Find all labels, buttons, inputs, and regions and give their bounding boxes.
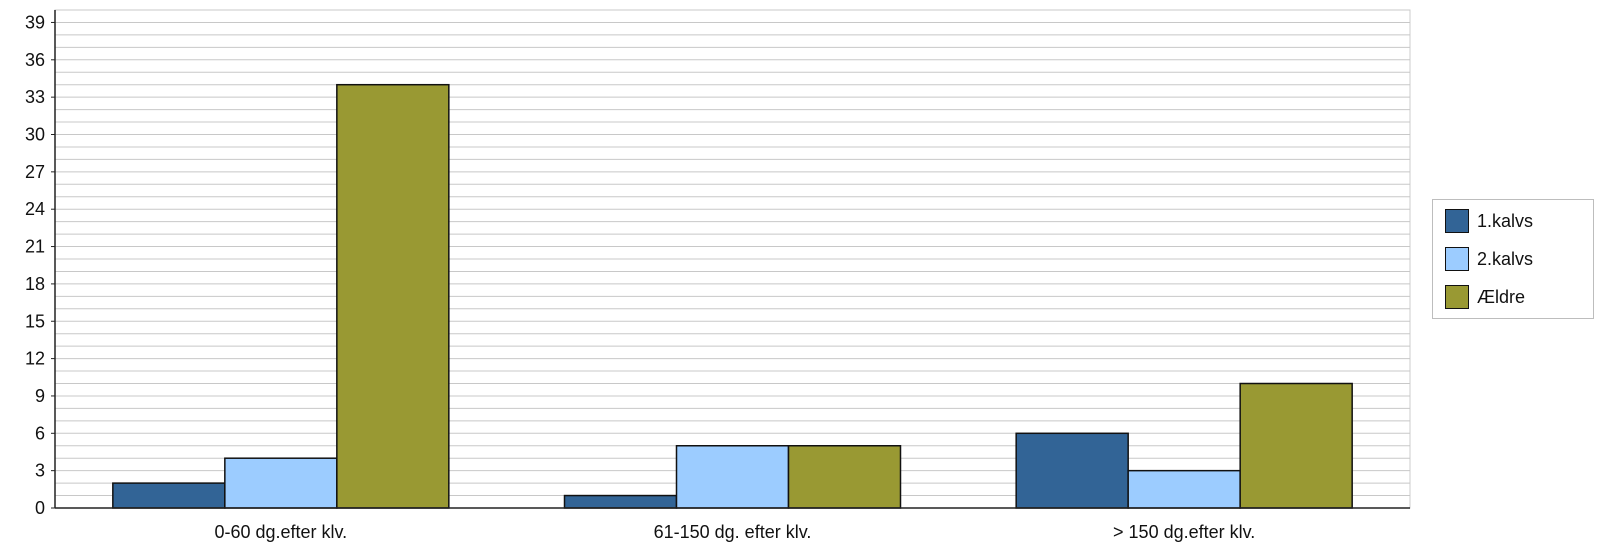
bar-ldre-2: [1239, 382, 1353, 509]
y-tick-label: 15: [25, 311, 45, 331]
y-tick-label: 6: [35, 423, 45, 443]
y-tick-label: 9: [35, 386, 45, 406]
y-tick-label: 36: [25, 50, 45, 70]
legend-swatch-aeldre: [1445, 285, 1469, 309]
bar-1kalvs-0: [112, 482, 226, 509]
bar-2kalvs-1: [675, 445, 790, 509]
legend-label-2kalvs: 2.kalvs: [1477, 248, 1534, 269]
bar-1kalvs-2: [1015, 432, 1129, 509]
y-tick-label: 12: [25, 349, 45, 369]
legend-item-1kalvs: 1.kalvs: [1445, 207, 1533, 235]
y-tick-label: 0: [35, 498, 45, 518]
bar-ldre-0: [336, 83, 450, 509]
y-tick-label: 18: [25, 274, 45, 294]
y-tick-label: 24: [25, 199, 45, 219]
legend-item-aeldre: Ældre: [1445, 283, 1525, 311]
x-tick-labels: 0-60 dg.efter klv. 61-150 dg. efter klv. >…: [214, 522, 1255, 542]
y-tick-label: 21: [25, 237, 45, 257]
bar-2kalvs-0: [224, 457, 338, 509]
legend-swatch-1kalvs: [1445, 209, 1469, 233]
legend-label-aeldre: Ældre: [1477, 286, 1526, 307]
x-tick-label: 61-150 dg. efter klv.: [654, 522, 812, 542]
bar-2kalvs-2: [1127, 469, 1241, 509]
bar-ldre-1: [787, 445, 902, 509]
x-tick-label: 0-60 dg.efter klv.: [214, 522, 347, 542]
legend-swatch-2kalvs: [1445, 247, 1469, 271]
legend: 1.kalvs 2.kalvs Ældre: [1432, 199, 1594, 319]
x-tick-label: > 150 dg.efter klv.: [1113, 522, 1255, 542]
legend-item-2kalvs: 2.kalvs: [1445, 245, 1533, 273]
y-tick-label: 27: [25, 162, 45, 182]
y-tick-label: 30: [25, 125, 45, 145]
bar-1kalvs-1: [563, 494, 678, 509]
legend-label-1kalvs: 1.kalvs: [1477, 210, 1534, 231]
axes: [54, 10, 1410, 509]
bars: [112, 83, 1353, 509]
y-tick-label: 39: [25, 12, 45, 32]
y-tick-label: 3: [35, 461, 45, 481]
y-tick-label: 33: [25, 87, 45, 107]
